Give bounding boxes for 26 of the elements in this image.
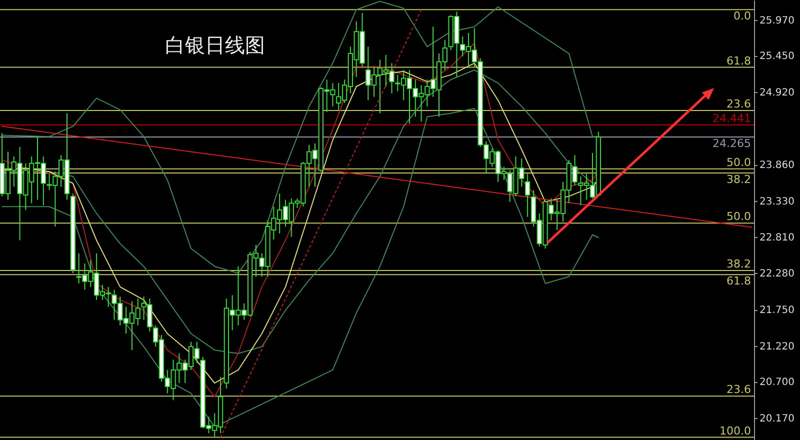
annotation: 61.8 [726, 54, 751, 68]
annotation: 50.0 [726, 156, 751, 169]
line-series [2, 0, 599, 274]
y-tick-label: 20.700 [760, 377, 794, 388]
text: 白银日线图 [165, 33, 265, 57]
y-tick-label: 20.170 [760, 414, 794, 425]
y-tick-label: 23.860 [760, 160, 794, 172]
y-tick-label: 22.280 [760, 268, 794, 280]
y-tick-label: 21.750 [760, 305, 794, 316]
candlestick [524, 173, 530, 218]
ref-line-label: 24.265 [712, 136, 751, 150]
annotation: 0.0 [734, 10, 751, 23]
annotation: 23.6 [726, 98, 751, 111]
annotation: 23.6 [726, 383, 751, 396]
y-tick-label: 25.450 [760, 51, 794, 62]
y-tick-label: 24.920 [760, 87, 794, 98]
y-tick-label: 25.970 [760, 15, 794, 26]
annotation: 38.2 [726, 172, 751, 186]
ref-line-label: 24.441 [712, 112, 751, 125]
annotation: 50.0 [726, 210, 751, 224]
annotation: 38.2 [726, 257, 751, 270]
y-tick-label: 22.810 [760, 232, 794, 244]
annotation: 61.8 [726, 274, 751, 288]
y-tick-label: 21.220 [760, 341, 794, 352]
annotation: 100.0 [720, 424, 751, 438]
y-tick-label: 23.330 [760, 196, 794, 208]
